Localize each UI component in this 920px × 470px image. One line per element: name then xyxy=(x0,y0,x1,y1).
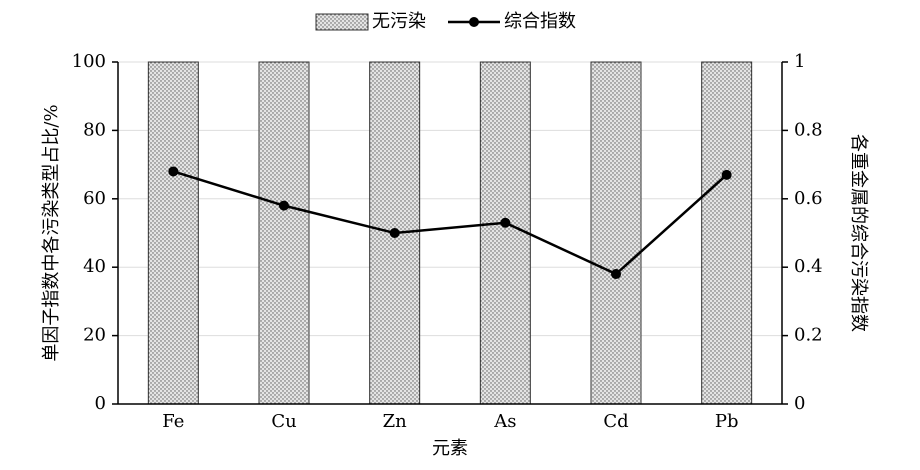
line-point xyxy=(611,269,621,280)
bar-pattern xyxy=(479,61,531,405)
legend-swatch-pattern xyxy=(315,13,369,31)
y-tick-label: 100 xyxy=(72,51,106,72)
line-point xyxy=(500,217,511,228)
line-point xyxy=(279,200,289,211)
legend: 无污染 综合指数 xyxy=(315,11,576,32)
y-tick-label: 80 xyxy=(83,119,106,140)
y2-tick-label: 0.6 xyxy=(794,188,823,209)
y2-tick-label: 0.8 xyxy=(794,119,823,140)
x-tick-label: As xyxy=(493,411,516,432)
x-tick-label: Fe xyxy=(162,411,184,432)
y-axis-label: 单因子指数中各污染类型占比/% xyxy=(41,104,62,361)
line xyxy=(172,170,728,276)
y2-tick-label: 0.2 xyxy=(794,325,823,346)
y-tick-label: 60 xyxy=(83,188,106,209)
line-point xyxy=(168,166,179,177)
legend-label: 综合指数 xyxy=(504,11,576,32)
x-tick-label: Cu xyxy=(271,411,296,432)
line-point xyxy=(389,228,400,238)
line-point xyxy=(721,169,732,180)
x-axis-label: 元素 xyxy=(432,438,468,459)
bar-pattern xyxy=(590,61,642,405)
bar-pattern xyxy=(701,61,753,405)
bar-pattern xyxy=(258,61,310,405)
legend-label: 无污染 xyxy=(372,11,426,32)
legend-marker xyxy=(469,17,479,27)
x-tick-label: Zn xyxy=(383,411,408,432)
y2-axis-label: 各重金属的综合污染指数 xyxy=(848,134,869,332)
y-tick-label: 20 xyxy=(83,325,106,346)
x-tick-label: Pb xyxy=(715,411,739,432)
x-tick-label: Cd xyxy=(603,411,628,432)
y2-tick-label: 0.4 xyxy=(794,256,823,277)
bar-pattern xyxy=(147,61,199,405)
y2-tick-label: 1 xyxy=(794,51,805,72)
y2-tick-label: 0 xyxy=(794,393,805,414)
y-tick-label: 40 xyxy=(83,256,106,277)
y-tick-label: 0 xyxy=(95,393,106,414)
